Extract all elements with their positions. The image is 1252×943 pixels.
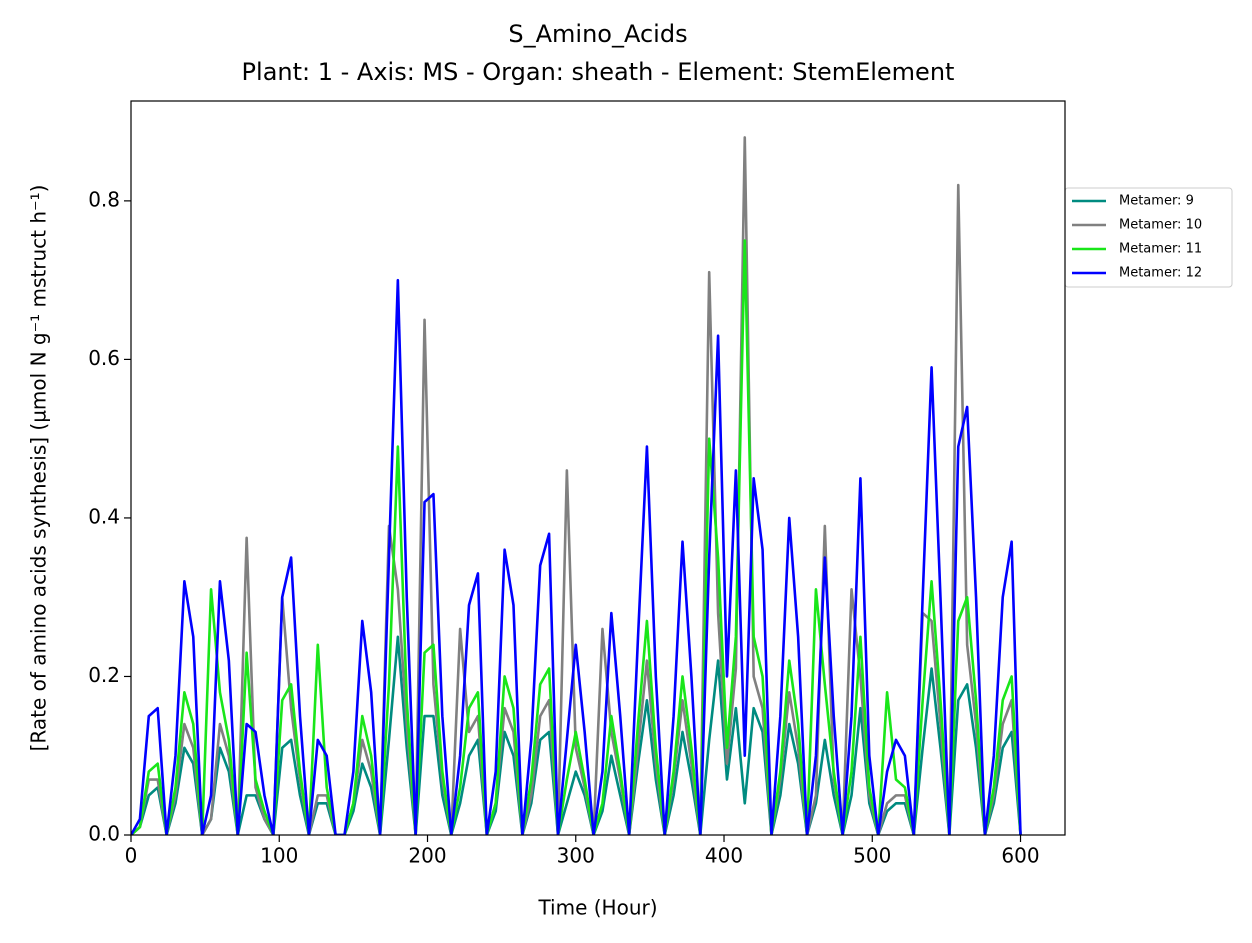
- plot-frame: [130, 100, 1066, 836]
- legend-label: Metamer: 12: [1119, 266, 1202, 281]
- legend-label: Metamer: 10: [1119, 218, 1202, 233]
- legend-label: Metamer: 11: [1119, 242, 1202, 257]
- series-line: [131, 136, 1022, 835]
- y-axis-label: [Rate of amino acids synthesis] (µmol N …: [27, 185, 51, 752]
- x-tick-label: 100: [260, 844, 298, 868]
- y-tick-label: 0.6: [88, 346, 120, 370]
- series-line: [131, 278, 1022, 835]
- x-tick-label: 400: [705, 844, 743, 868]
- chart-title: S_Amino_Acids: [508, 20, 687, 48]
- x-tick-label: 0: [125, 844, 138, 868]
- x-tick-label: 600: [1001, 844, 1039, 868]
- y-tick-label: 0.2: [88, 663, 120, 687]
- x-tick-label: 500: [853, 844, 891, 868]
- legend-label: Metamer: 9: [1119, 194, 1194, 209]
- x-tick-label: 200: [408, 844, 446, 868]
- y-tick-label: 0.4: [88, 504, 120, 528]
- series-line: [131, 239, 1022, 835]
- y-tick-label: 0.0: [88, 822, 120, 846]
- x-tick-label: 300: [557, 844, 595, 868]
- chart-subtitle: Plant: 1 - Axis: MS - Organ: sheath - El…: [242, 58, 955, 86]
- y-tick-label: 0.8: [88, 187, 120, 211]
- x-axis-label: Time (Hour): [537, 896, 657, 920]
